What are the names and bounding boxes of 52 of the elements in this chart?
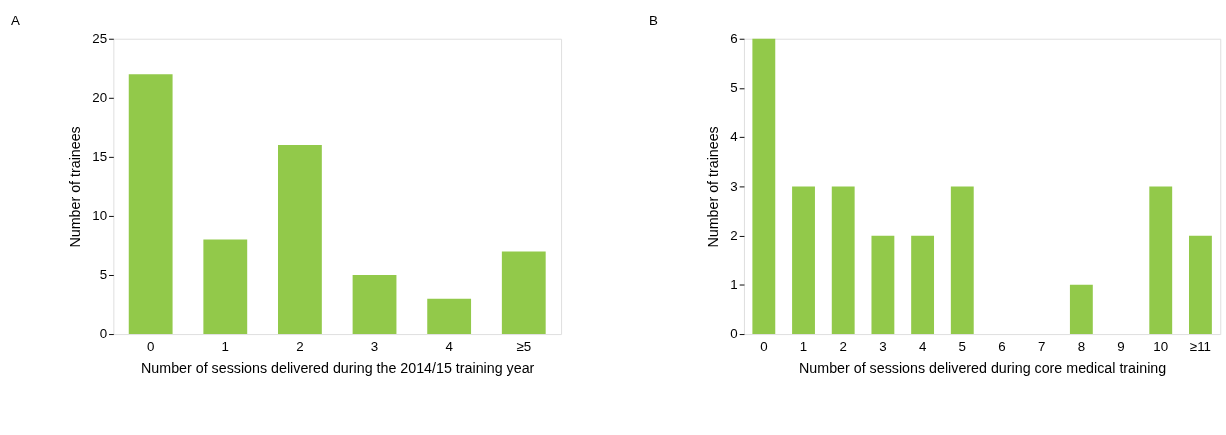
y-tick-label: 5: [730, 80, 738, 96]
x-tick-label: 2: [839, 338, 847, 354]
bar: [871, 235, 895, 335]
bar: [911, 235, 935, 335]
x-tick-label: ≥11: [1189, 338, 1212, 354]
y-tick-label: 0: [99, 326, 108, 342]
y-tick-label: 0: [730, 326, 738, 342]
bar: [427, 298, 472, 335]
x-tick-label: 8: [1077, 338, 1086, 354]
bar: [352, 275, 397, 335]
bar: [831, 186, 855, 335]
bar: [1189, 235, 1212, 335]
y-axis-title: Number of trainees: [704, 126, 721, 248]
x-tick-label: 3: [879, 338, 887, 354]
y-axis-title: Number of trainees: [66, 126, 83, 248]
x-tick-label: 2: [296, 338, 304, 354]
x-tick-label: 0: [146, 338, 155, 354]
y-tick-label: 3: [730, 178, 738, 194]
x-tick-label: 10: [1153, 338, 1169, 354]
y-tick-label: 5: [99, 267, 108, 283]
x-tick-label: 3: [370, 338, 379, 354]
x-tick-label: 9: [1117, 338, 1125, 354]
y-tick-label: 25: [92, 31, 108, 47]
chart-title: B: [648, 13, 658, 29]
x-tick-label: 6: [998, 338, 1006, 354]
y-tick-label: 2: [730, 227, 738, 243]
x-tick-label: 1: [799, 338, 808, 354]
y-tick-label: 1: [730, 277, 738, 293]
bar: [792, 186, 815, 335]
x-tick-label: ≥5: [516, 338, 532, 354]
y-tick-label: 4: [730, 129, 739, 145]
bar: [501, 251, 546, 335]
x-tick-label: 5: [958, 338, 966, 354]
x-tick-label: 4: [445, 338, 454, 354]
y-tick-label: 15: [92, 149, 108, 165]
x-tick-label: 4: [918, 338, 927, 354]
bar: [1069, 284, 1093, 335]
y-tick-label: 10: [92, 208, 108, 224]
bar: [278, 145, 322, 335]
bar: [128, 74, 173, 335]
x-tick-label: 7: [1037, 338, 1046, 354]
x-tick-label: 0: [760, 338, 768, 354]
bar: [950, 186, 974, 335]
chart-title: A: [10, 13, 20, 29]
bar: [203, 239, 248, 335]
x-tick-label: 1: [221, 338, 229, 354]
bar: [1149, 186, 1173, 335]
y-tick-label: 20: [92, 90, 108, 106]
x-axis-title: Number of sessions delivered during core medical training: [799, 359, 1167, 376]
x-axis-title: Number of sessions delivered during the 2014/15 training year: [141, 359, 535, 376]
y-tick-label: 6: [730, 31, 738, 47]
bar: [752, 38, 776, 335]
